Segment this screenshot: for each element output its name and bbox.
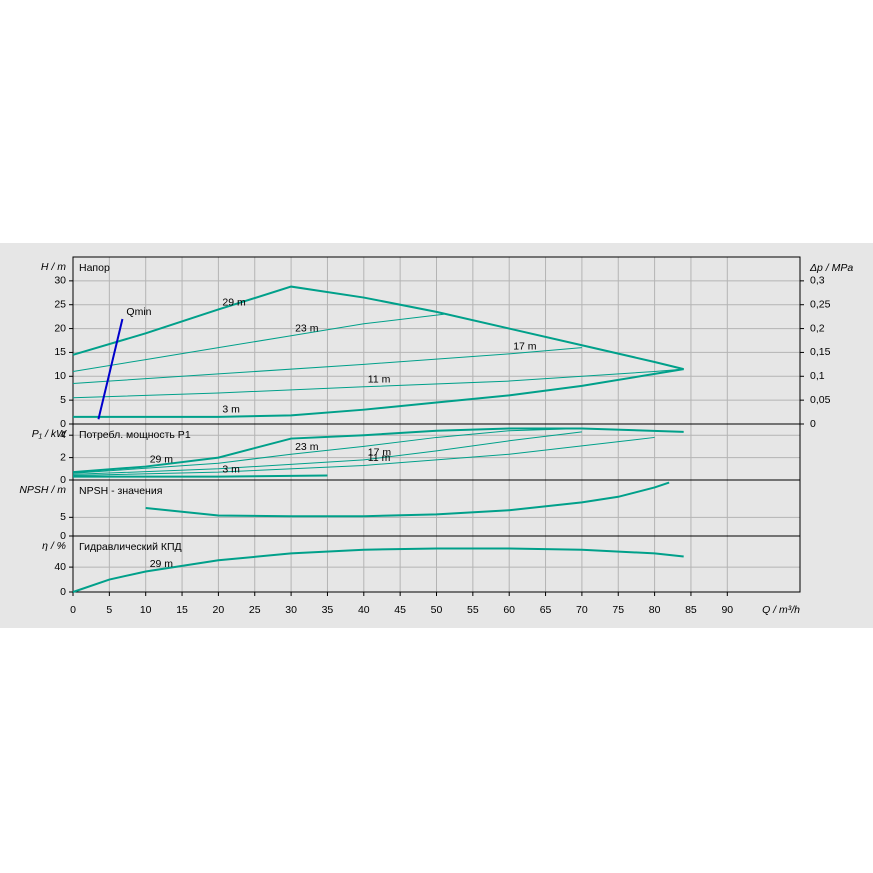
curve	[72, 285, 684, 371]
curve	[73, 474, 328, 478]
y-tick-label: 0	[60, 418, 66, 430]
x-tick-label: 35	[322, 604, 334, 616]
panel-title: Гидравлический КПД	[79, 541, 182, 553]
y2-tick-label: 0,2	[810, 322, 825, 334]
x-tick-label: 85	[685, 604, 697, 616]
x-tick-label: 15	[176, 604, 188, 616]
y-tick-label: 0	[60, 586, 66, 598]
y-tick-label: 4	[60, 429, 66, 441]
curve	[73, 368, 684, 418]
panel-title: Напор	[79, 262, 110, 274]
x-tick-label: 55	[467, 604, 479, 616]
curve	[97, 318, 124, 420]
curve-label: 23 m	[295, 323, 319, 335]
curve-label: 11 m	[368, 374, 391, 386]
curve-label: 29 m	[222, 296, 246, 308]
y-tick-label: 10	[54, 370, 66, 382]
y-axis-label: H / m	[41, 261, 66, 273]
panel-title: Потребл. мощность P1	[79, 429, 191, 441]
y2-tick-label: 0	[810, 418, 816, 430]
x-tick-label: 65	[540, 604, 552, 616]
curve	[72, 427, 582, 474]
y-axis-label: η / %	[42, 540, 66, 552]
curve-label: 29 m	[150, 453, 174, 465]
y2-tick-label: 0,05	[810, 394, 831, 406]
panel-border	[72, 535, 801, 593]
x-axis-label: Q / m³/h	[762, 604, 800, 616]
y-tick-label: 20	[54, 322, 66, 334]
y2-tick-label: 0,25	[810, 298, 831, 310]
y-tick-label: 2	[60, 451, 66, 463]
curve	[145, 481, 670, 518]
y-tick-label: 40	[54, 561, 66, 573]
curve-label: 3 m	[222, 404, 240, 416]
x-tick-label: 30	[285, 604, 297, 616]
y-tick-label: 5	[60, 511, 66, 523]
curve	[72, 431, 582, 475]
curve	[72, 347, 582, 384]
x-tick-label: 5	[106, 604, 112, 616]
curve	[72, 368, 684, 399]
curve-label: 29 m	[150, 558, 174, 570]
y-tick-label: 0	[60, 530, 66, 542]
y-tick-label: 30	[54, 275, 66, 287]
x-tick-label: 70	[576, 604, 588, 616]
curve-label: 17 m	[368, 447, 392, 459]
x-tick-label: 60	[503, 604, 515, 616]
y-tick-label: 15	[54, 346, 66, 358]
curve-label: 3 m	[222, 463, 240, 475]
y-tick-label: 5	[60, 394, 66, 406]
y2-tick-label: 0,1	[810, 370, 825, 382]
x-tick-label: 75	[612, 604, 624, 616]
y-tick-label: 0	[60, 474, 66, 486]
curve-label: 17 m	[513, 341, 537, 353]
x-tick-label: 50	[431, 604, 443, 616]
x-tick-label: 90	[721, 604, 733, 616]
y-axis-label: NPSH / m	[19, 484, 66, 496]
curve-label: Qmin	[126, 306, 151, 318]
x-tick-label: 10	[140, 604, 152, 616]
x-tick-label: 40	[358, 604, 370, 616]
curve	[72, 427, 684, 474]
curve-label: 11 m	[368, 452, 391, 464]
curve-label: 23 m	[295, 441, 319, 453]
x-tick-label: 0	[70, 604, 76, 616]
y2-tick-label: 0,15	[810, 346, 831, 358]
x-tick-label: 45	[394, 604, 406, 616]
y2-axis-label: Δp / MPa	[809, 262, 853, 274]
y-tick-label: 25	[54, 298, 66, 310]
x-tick-label: 20	[213, 604, 225, 616]
panel-title: NPSH - значения	[79, 485, 162, 497]
curve	[72, 436, 655, 477]
y2-tick-label: 0,3	[810, 275, 825, 287]
x-tick-label: 80	[649, 604, 661, 616]
x-tick-label: 25	[249, 604, 261, 616]
curve	[72, 547, 684, 593]
curve	[72, 313, 444, 373]
y-axis-label: P₁ / kW	[32, 428, 67, 440]
